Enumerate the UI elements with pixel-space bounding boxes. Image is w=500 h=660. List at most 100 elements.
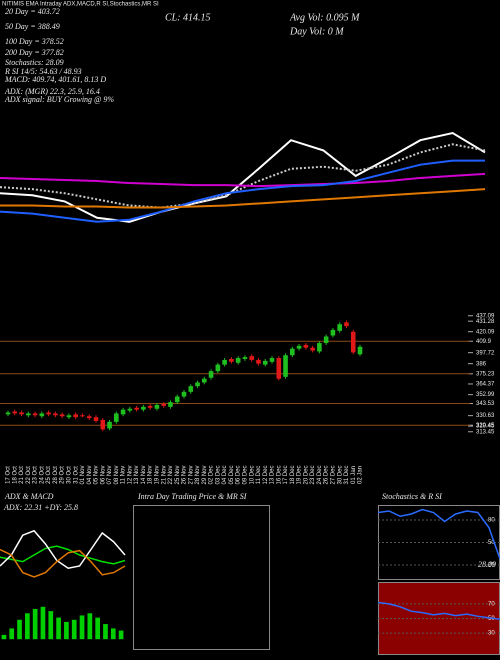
x-tick-label: 19 Nov: [155, 465, 161, 484]
annotation: ADX signal: BUY Growing @ 9%: [4, 95, 114, 104]
y-tick-label: 352.99: [476, 392, 495, 398]
candle-body: [317, 343, 322, 352]
candle-body: [337, 324, 342, 331]
candle-body: [107, 421, 112, 429]
y-tick-label: 30: [488, 631, 495, 637]
candle-body: [229, 358, 234, 362]
candle-body: [350, 331, 356, 353]
x-tick-label: 05 Nov: [94, 465, 100, 484]
candle-body: [12, 411, 18, 414]
x-tick-label: 23 Dec: [310, 465, 316, 484]
x-tick-label: 30 Oct: [67, 466, 73, 484]
candle-body: [66, 415, 72, 418]
annotation: Avg Vol: 0.095 M: [289, 12, 360, 23]
y-tick-label: 375.23: [476, 371, 495, 377]
y-tick-label: 397.72: [476, 350, 495, 356]
x-tick-label: 29 Nov: [202, 465, 208, 484]
candle-body: [188, 386, 194, 392]
y-tick-label: 364.37: [476, 382, 495, 388]
candle-body: [235, 358, 241, 363]
x-tick-label: 11 Dec: [256, 466, 262, 485]
x-tick-label: 18 Dec: [290, 465, 296, 484]
candle-body: [310, 347, 315, 351]
x-tick-label: 13 Nov: [134, 465, 140, 484]
panel-frame: [133, 505, 270, 650]
bar: [110, 628, 116, 640]
annotation: ADX: (MGR) 22.3, 25.9, 16.4: [4, 87, 100, 96]
x-tick-label: 12 Dec: [263, 465, 269, 484]
bar: [79, 615, 85, 640]
x-tick-label: 02 Dec: [209, 465, 215, 484]
candle-body: [120, 409, 126, 415]
annotation: Day Vol: 0 M: [289, 26, 344, 37]
x-tick-label: 06 Dec: [236, 465, 242, 484]
x-tick-label: 26 Nov: [182, 465, 188, 484]
candle-body: [32, 413, 38, 416]
candle-body: [283, 355, 288, 377]
x-tick-label: 27 Nov: [188, 465, 194, 484]
x-tick-label: 01 Jan: [351, 466, 357, 484]
candle-body: [242, 357, 248, 359]
x-tick-label: 19 Dec: [297, 465, 303, 484]
x-tick-label: 28 Nov: [195, 465, 201, 484]
x-tick-label: 17 Oct: [6, 466, 12, 484]
annotation: 200 Day = 377.82: [5, 48, 64, 57]
x-tick-label: 16 Dec: [276, 465, 282, 484]
x-tick-label: 20 Dec: [303, 465, 309, 484]
panel-title: Intra Day Trading Price & MR SI: [137, 492, 247, 501]
x-tick-label: 22 Nov: [168, 465, 174, 484]
candle-body: [53, 413, 58, 416]
x-tick-label: 17 Dec: [283, 465, 289, 484]
panel-title: Stochastics & R SI: [382, 492, 442, 501]
candle-body: [195, 382, 200, 387]
candle-body: [141, 406, 146, 410]
x-tick-label: 21 Oct: [19, 466, 25, 484]
x-tick-label: 25 Nov: [175, 465, 181, 484]
bar: [71, 619, 77, 640]
y-tick-label: 431.28: [476, 319, 495, 325]
series-line: [0, 545, 126, 565]
candle-body: [290, 348, 295, 356]
series-line: [377, 601, 500, 620]
candle-body: [46, 412, 51, 415]
candle-body: [19, 412, 24, 415]
bar: [32, 608, 38, 640]
candle-body: [161, 404, 166, 406]
candle-body: [222, 359, 227, 365]
series-line: [0, 548, 126, 578]
x-tick-label: 21 Nov: [161, 465, 167, 484]
x-tick-label: 29 Oct: [60, 466, 66, 484]
bar: [25, 613, 30, 640]
series-line: [0, 529, 126, 569]
annotation: Stochastics: 28.09: [5, 58, 64, 67]
x-tick-label: 14 Nov: [141, 465, 147, 484]
candle-body: [80, 415, 85, 417]
candle-body: [59, 414, 65, 417]
bar: [95, 617, 100, 640]
annotation: ADX: 22.31 +DY: 25.8: [3, 503, 78, 512]
x-tick-label: 03 Dec: [215, 465, 221, 484]
chart-title: NITIMIS EMA Intraday ADX,MACD,R SI,Stoch…: [2, 2, 159, 8]
candle-body: [181, 391, 187, 397]
x-tick-label: 24 Dec: [317, 465, 323, 484]
x-tick-label: 04 Dec: [222, 465, 228, 484]
candle-body: [93, 417, 99, 421]
candle-body: [5, 412, 11, 415]
series-line: [0, 188, 486, 209]
bar: [40, 606, 46, 640]
x-tick-label: 05 Dec: [229, 465, 235, 484]
y-tick-label: 320.45: [476, 423, 495, 429]
candle-body: [174, 396, 180, 403]
candle-body: [168, 402, 173, 407]
panel-title: ADX & MACD: [4, 492, 54, 501]
bar: [64, 621, 69, 640]
x-tick-label: 11 Nov: [121, 466, 127, 485]
y-tick-label: 70: [488, 601, 495, 607]
candle-body: [39, 413, 45, 417]
x-tick-label: 06 Nov: [100, 465, 106, 484]
x-tick-label: 23 Oct: [33, 466, 39, 484]
bar: [1, 634, 7, 640]
y-tick-label: 20: [488, 563, 495, 569]
y-tick-label: 50: [488, 616, 495, 622]
